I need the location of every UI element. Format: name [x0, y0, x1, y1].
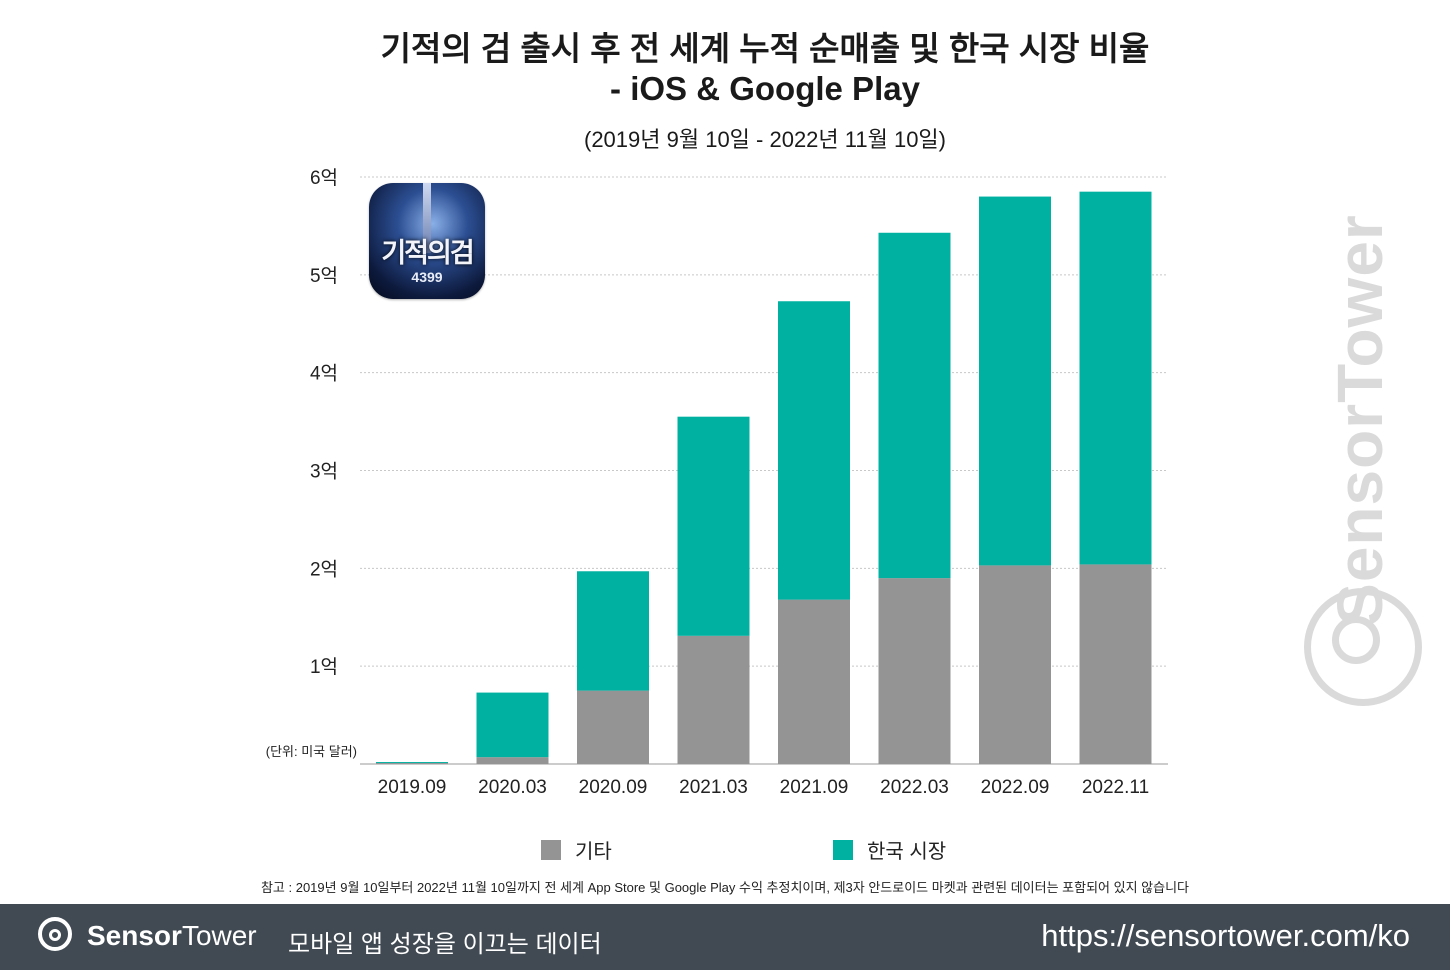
x-tick-label: 2022.11	[1082, 777, 1149, 798]
bar-other	[778, 599, 850, 764]
y-tick-label: 5억	[310, 265, 338, 287]
footer-bar: SensorTower 모바일 앱 성장을 이끄는 데이터 https://se…	[0, 904, 1450, 970]
bar-korea	[878, 232, 951, 579]
legend-label-korea: 한국 시장	[867, 841, 947, 863]
bar-other	[1079, 564, 1152, 764]
app-icon-number: 4399	[411, 269, 443, 285]
legend-item-korea: 한국 시장	[833, 835, 946, 864]
x-tick-label: 2021.09	[780, 777, 849, 798]
bar-other	[476, 757, 549, 764]
app-icon: 기적의검 4399	[369, 183, 485, 299]
chart-title: 기적의 검 출시 후 전 세계 누적 순매출 및 한국 시장 비율	[380, 30, 1150, 67]
footer-brand: SensorTower	[87, 920, 257, 951]
bar-korea	[577, 571, 649, 691]
legend-swatch-other	[541, 839, 561, 860]
y-tick-label: 6억	[310, 167, 338, 189]
y-tick-label: 3억	[310, 461, 338, 483]
legend-swatch-korea	[833, 839, 853, 860]
bar-other	[878, 578, 951, 764]
app-icon-name: 기적의검	[381, 238, 474, 268]
bar-other	[979, 565, 1051, 764]
chart-title-line2: - iOS & Google Play	[610, 70, 920, 107]
watermark-logo-icon	[1304, 588, 1422, 706]
stacked-bar-chart: 1억 2억 3억 4억 5억 6억 (단위: 미국 달러) 2019.09 2020.03 202…	[265, 0, 1168, 798]
x-tick-label: 2022.03	[880, 777, 949, 798]
data-label-korea-share: 65%	[1097, 0, 1141, 2]
bar-other	[577, 690, 649, 764]
legend-item-other: 기타	[541, 835, 612, 864]
bar-korea	[778, 301, 850, 600]
bar-korea	[476, 692, 549, 758]
x-tick-label: 2019.09	[378, 777, 447, 798]
x-tick-label: 2021.03	[679, 777, 748, 798]
watermark-logo-inner-icon	[1332, 616, 1380, 664]
unit-label: (단위: 미국 달러)	[266, 744, 357, 759]
chart-subtitle: (2019년 9월 10일 - 2022년 11월 10일)	[584, 127, 946, 152]
y-tick-label: 1억	[310, 656, 338, 678]
y-tick-label: 4억	[310, 363, 338, 385]
bar-korea	[677, 416, 750, 636]
bar-korea	[979, 196, 1051, 566]
bar-korea	[376, 762, 448, 764]
bar-korea	[1079, 191, 1152, 565]
bar-other	[677, 635, 750, 764]
sensortower-logo-dot-icon	[49, 929, 61, 941]
bar-other	[376, 763, 448, 764]
y-tick-label: 2억	[310, 558, 338, 580]
x-tick-label: 2020.03	[478, 777, 547, 798]
sword-icon	[423, 183, 431, 253]
footer-url-link[interactable]: https://sensortower.com/ko	[1041, 918, 1410, 953]
footnote: 참고 : 2019년 9월 10일부터 2022년 11월 10일까지 전 세계…	[260, 880, 1190, 895]
sensortower-logo-icon	[38, 917, 72, 951]
x-tick-label: 2020.09	[579, 777, 648, 798]
legend-label-other: 기타	[575, 841, 612, 863]
x-tick-label: 2022.09	[981, 777, 1050, 798]
footer-tagline: 모바일 앱 성장을 이끄는 데이터	[288, 931, 602, 958]
